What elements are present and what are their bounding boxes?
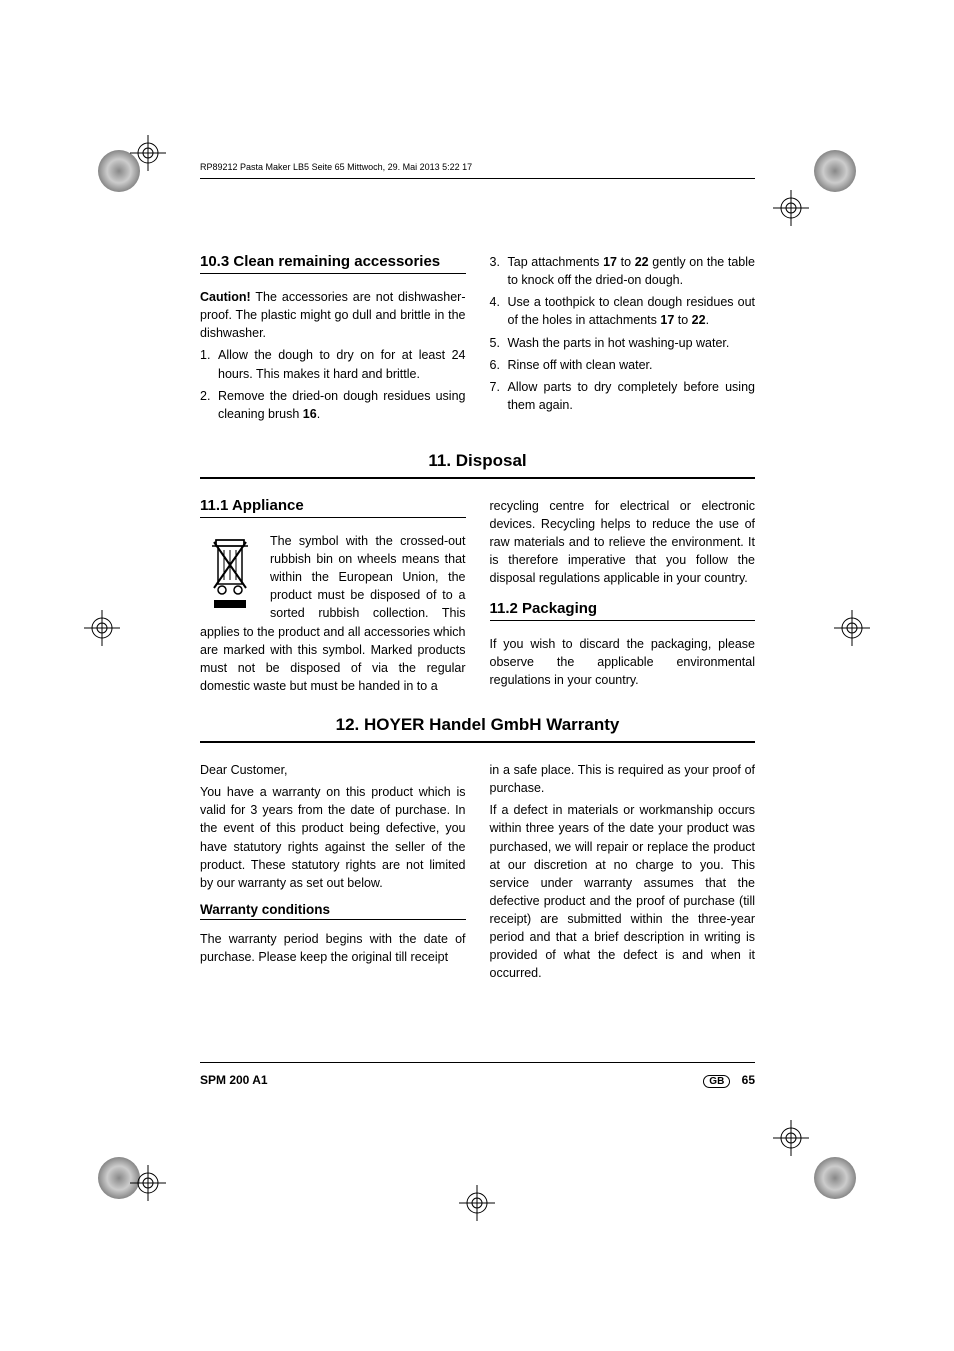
step-2-text-a: Remove the dried-on dough residues using… [218, 389, 466, 421]
step-1: Allow the dough to dry on for at least 2… [200, 346, 466, 382]
section-10-3: 10.3 Clean remaining accessories Caution… [200, 253, 755, 427]
section-12: 12. HOYER Handel GmbH Warranty Dear Cust… [200, 715, 755, 987]
page-footer: SPM 200 A1 GB 65 [200, 1062, 755, 1088]
step-5: Wash the parts in hot washing-up water. [490, 334, 756, 352]
header-rule [200, 178, 755, 179]
heading-11-2-rule [490, 620, 756, 621]
footer-rule [200, 1062, 755, 1063]
step-4-b: . [706, 313, 709, 327]
warranty-para2: The warranty period begins with the date… [200, 930, 466, 966]
region-badge: GB [703, 1075, 730, 1088]
warranty-para3: If a defect in materials or workmanship … [490, 801, 756, 982]
text-11-1: The symbol with the crossed-out rubbish … [200, 532, 466, 695]
page-number: 65 [742, 1073, 755, 1087]
page-content: 10.3 Clean remaining accessories Caution… [200, 253, 755, 987]
heading-10-3-rule [200, 273, 466, 274]
heading-11: 11. Disposal [200, 451, 755, 471]
step-4-mid: to [674, 313, 691, 327]
step-3-mid: to [617, 255, 635, 269]
heading-11-2: 11.2 Packaging [490, 600, 756, 617]
step-4-ref2: 22 [692, 313, 706, 327]
reg-mark-bl [130, 1165, 166, 1201]
reg-mark-br [773, 1120, 809, 1156]
step-6: Rinse off with clean water. [490, 356, 756, 374]
step-2-text-b: . [317, 407, 320, 421]
heading-12: 12. HOYER Handel GmbH Warranty [200, 715, 755, 735]
warranty-conditions-heading: Warranty conditions [200, 902, 466, 917]
weee-bin-icon [200, 532, 260, 617]
greeting: Dear Customer, [200, 761, 466, 779]
warranty-para1: You have a warranty on this product whic… [200, 783, 466, 892]
heading-10-3: 10.3 Clean remaining accessories [200, 253, 466, 270]
heading-11-1-rule [200, 517, 466, 518]
caution-label: Caution! [200, 290, 251, 304]
step-2-ref: 16 [303, 407, 317, 421]
step-3: Tap attachments 17 to 22 gently on the t… [490, 253, 756, 289]
reg-mark-ml [84, 610, 120, 646]
text-11-2: If you wish to discard the packaging, pl… [490, 635, 756, 689]
heading-11-rule [200, 477, 755, 479]
reg-mark-mr [834, 610, 870, 646]
crop-mark-top-right [814, 150, 856, 192]
heading-11-1: 11.1 Appliance [200, 497, 466, 514]
doc-header: RP89212 Pasta Maker LB5 Seite 65 Mittwoc… [200, 162, 755, 172]
text-11-1-cont: recycling centre for electrical or elect… [490, 497, 756, 588]
model-number: SPM 200 A1 [200, 1073, 268, 1088]
step-7: Allow parts to dry completely before usi… [490, 378, 756, 414]
step-4-a: Use a toothpick to clean dough residues … [508, 295, 756, 327]
warranty-conditions-rule [200, 919, 466, 920]
reg-mark-bc [459, 1185, 495, 1221]
step-3-ref1: 17 [603, 255, 617, 269]
reg-mark-tr [773, 190, 809, 226]
step-2: Remove the dried-on dough residues using… [200, 387, 466, 423]
step-3-ref2: 22 [635, 255, 649, 269]
caution-paragraph: Caution! The accessories are not dishwas… [200, 288, 466, 342]
heading-12-rule [200, 741, 755, 743]
step-4-ref1: 17 [660, 313, 674, 327]
reg-mark-tl [130, 135, 166, 171]
step-3-a: Tap attachments [508, 255, 604, 269]
section-11: 11. Disposal 11.1 Appliance [200, 451, 755, 695]
crop-mark-bottom-right [814, 1157, 856, 1199]
warranty-para2-cont: in a safe place. This is required as you… [490, 761, 756, 797]
step-4: Use a toothpick to clean dough residues … [490, 293, 756, 329]
